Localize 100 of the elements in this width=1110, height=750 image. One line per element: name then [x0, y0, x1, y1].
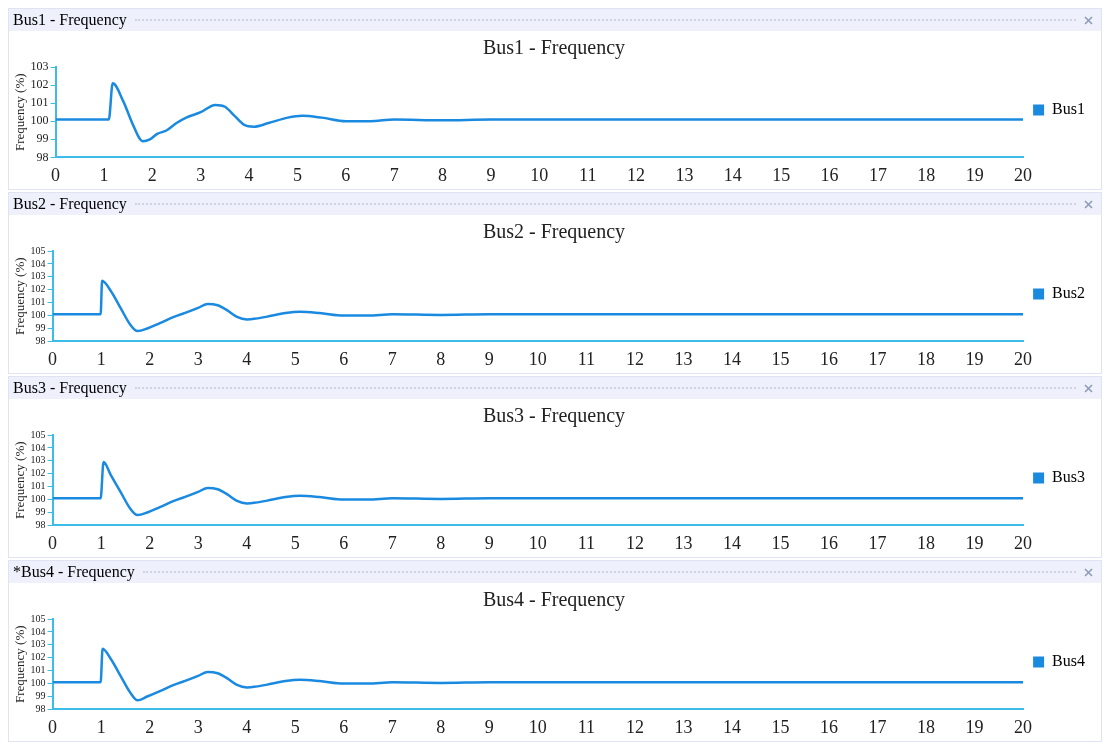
chart-title: Bus1 - Frequency	[482, 36, 626, 60]
y-tick-label: 103	[30, 270, 46, 282]
x-tick-label: 19	[965, 164, 984, 185]
x-tick-label: 12	[625, 716, 644, 737]
x-tick-label: 9	[484, 532, 494, 553]
x-tick-label: 2	[145, 348, 155, 369]
y-tick-label: 101	[30, 95, 49, 110]
x-tick-label: 6	[339, 716, 349, 737]
x-tick-label: 0	[51, 164, 61, 185]
text: Bus1 - Frequency	[13, 11, 127, 29]
x-tick-label: 10	[530, 164, 549, 185]
y-tick-label: 100	[30, 677, 46, 689]
y-tick-label: 99	[36, 131, 49, 146]
x-tick-label: 12	[627, 164, 646, 185]
x-tick-label: 9	[484, 348, 494, 369]
legend-label: Bus4	[1052, 652, 1086, 670]
x-tick-label: 4	[244, 164, 254, 185]
y-tick-label: 98	[35, 335, 46, 347]
y-tick-label: 103	[30, 454, 46, 466]
x-tick-label: 7	[389, 164, 399, 185]
x-tick-label: 16	[820, 716, 838, 737]
legend-label: Bus1	[1052, 100, 1086, 118]
x-tick-label: 19	[965, 716, 984, 737]
text: Bus2 - Frequency	[13, 195, 127, 213]
y-tick-label: 105	[30, 428, 46, 440]
x-tick-label: 8	[436, 348, 446, 369]
x-tick-label: 11	[577, 532, 596, 553]
x-tick-label: 0	[48, 532, 58, 553]
x-tick-label: 18	[917, 716, 936, 737]
y-tick-label: 98	[35, 703, 46, 715]
line-series	[55, 82, 1024, 143]
chart-title: Bus2 - Frequency	[482, 220, 626, 244]
x-tick-label: 9	[486, 164, 496, 185]
x-tick-label: 1	[99, 164, 109, 185]
x-tick-label: 3	[196, 164, 206, 185]
x-tick-label: 1	[96, 716, 106, 737]
x-tick-label: 16	[820, 348, 838, 369]
x-tick-label: 8	[436, 716, 446, 737]
y-tick-label: 104	[30, 625, 46, 637]
y-tick-label: 101	[30, 296, 46, 308]
x-tick-label: 13	[675, 164, 694, 185]
x-tick-label: 12	[625, 532, 644, 553]
x-tick-label: 13	[674, 716, 693, 737]
x-tick-label: 5	[290, 532, 300, 553]
y-tick-label: 98	[35, 519, 46, 531]
legend-label: Bus3	[1052, 468, 1086, 486]
x-tick-label: 14	[722, 532, 741, 553]
x-tick-label: 15	[771, 532, 790, 553]
x-tick-label: 0	[48, 716, 58, 737]
y-axis-title: Frequency (%)	[12, 441, 28, 519]
x-tick-label: 13	[674, 532, 693, 553]
y-tick-label: 99	[35, 690, 46, 702]
x-tick-label: 6	[341, 164, 351, 185]
text: Bus3 - Frequency	[13, 379, 127, 397]
text: *Bus4 - Frequency	[13, 563, 135, 581]
x-tick-label: 4	[242, 532, 252, 553]
y-tick-label: 103	[30, 638, 46, 650]
x-tick-label: 11	[579, 164, 597, 185]
y-tick-label: 102	[30, 77, 49, 92]
y-tick-label: 101	[30, 480, 46, 492]
x-tick-label: 14	[722, 716, 741, 737]
y-tick-label: 105	[30, 612, 46, 624]
x-tick-label: 5	[290, 348, 300, 369]
x-tick-label: 19	[965, 532, 984, 553]
x-tick-label: 13	[674, 348, 693, 369]
line-series	[52, 460, 1024, 517]
x-tick-label: 17	[868, 164, 887, 185]
y-tick-label: 100	[30, 113, 49, 128]
x-tick-label: 16	[820, 532, 838, 553]
y-tick-label: 102	[30, 467, 46, 479]
x-tick-label: 9	[484, 716, 494, 737]
x-tick-label: 20	[1014, 164, 1033, 185]
x-tick-label: 1	[96, 348, 106, 369]
legend-label: Bus2	[1052, 284, 1086, 302]
x-tick-label: 18	[917, 164, 936, 185]
y-tick-label: 98	[36, 149, 49, 164]
y-tick-label: 104	[30, 441, 46, 453]
x-tick-label: 20	[1014, 532, 1033, 553]
y-tick-label: 104	[30, 257, 46, 269]
x-tick-label: 5	[290, 716, 300, 737]
x-tick-label: 14	[723, 164, 742, 185]
y-tick-label: 99	[35, 322, 46, 334]
x-tick-label: 17	[868, 716, 887, 737]
x-tick-label: 15	[771, 716, 790, 737]
x-tick-label: 5	[292, 164, 302, 185]
y-axis-title: Frequency (%)	[12, 625, 28, 703]
x-tick-label: 2	[145, 532, 155, 553]
x-tick-label: 10	[528, 716, 547, 737]
x-tick-label: 10	[528, 532, 547, 553]
y-tick-label: 100	[30, 493, 46, 505]
x-tick-label: 20	[1014, 716, 1033, 737]
x-tick-label: 11	[577, 716, 596, 737]
x-tick-label: 6	[339, 348, 349, 369]
y-tick-label: 100	[30, 309, 46, 321]
x-tick-label: 2	[147, 164, 157, 185]
x-tick-label: 2	[145, 716, 155, 737]
y-tick-label: 103	[30, 59, 49, 74]
x-tick-label: 7	[387, 348, 397, 369]
x-tick-label: 19	[965, 348, 984, 369]
x-tick-label: 18	[917, 532, 936, 553]
